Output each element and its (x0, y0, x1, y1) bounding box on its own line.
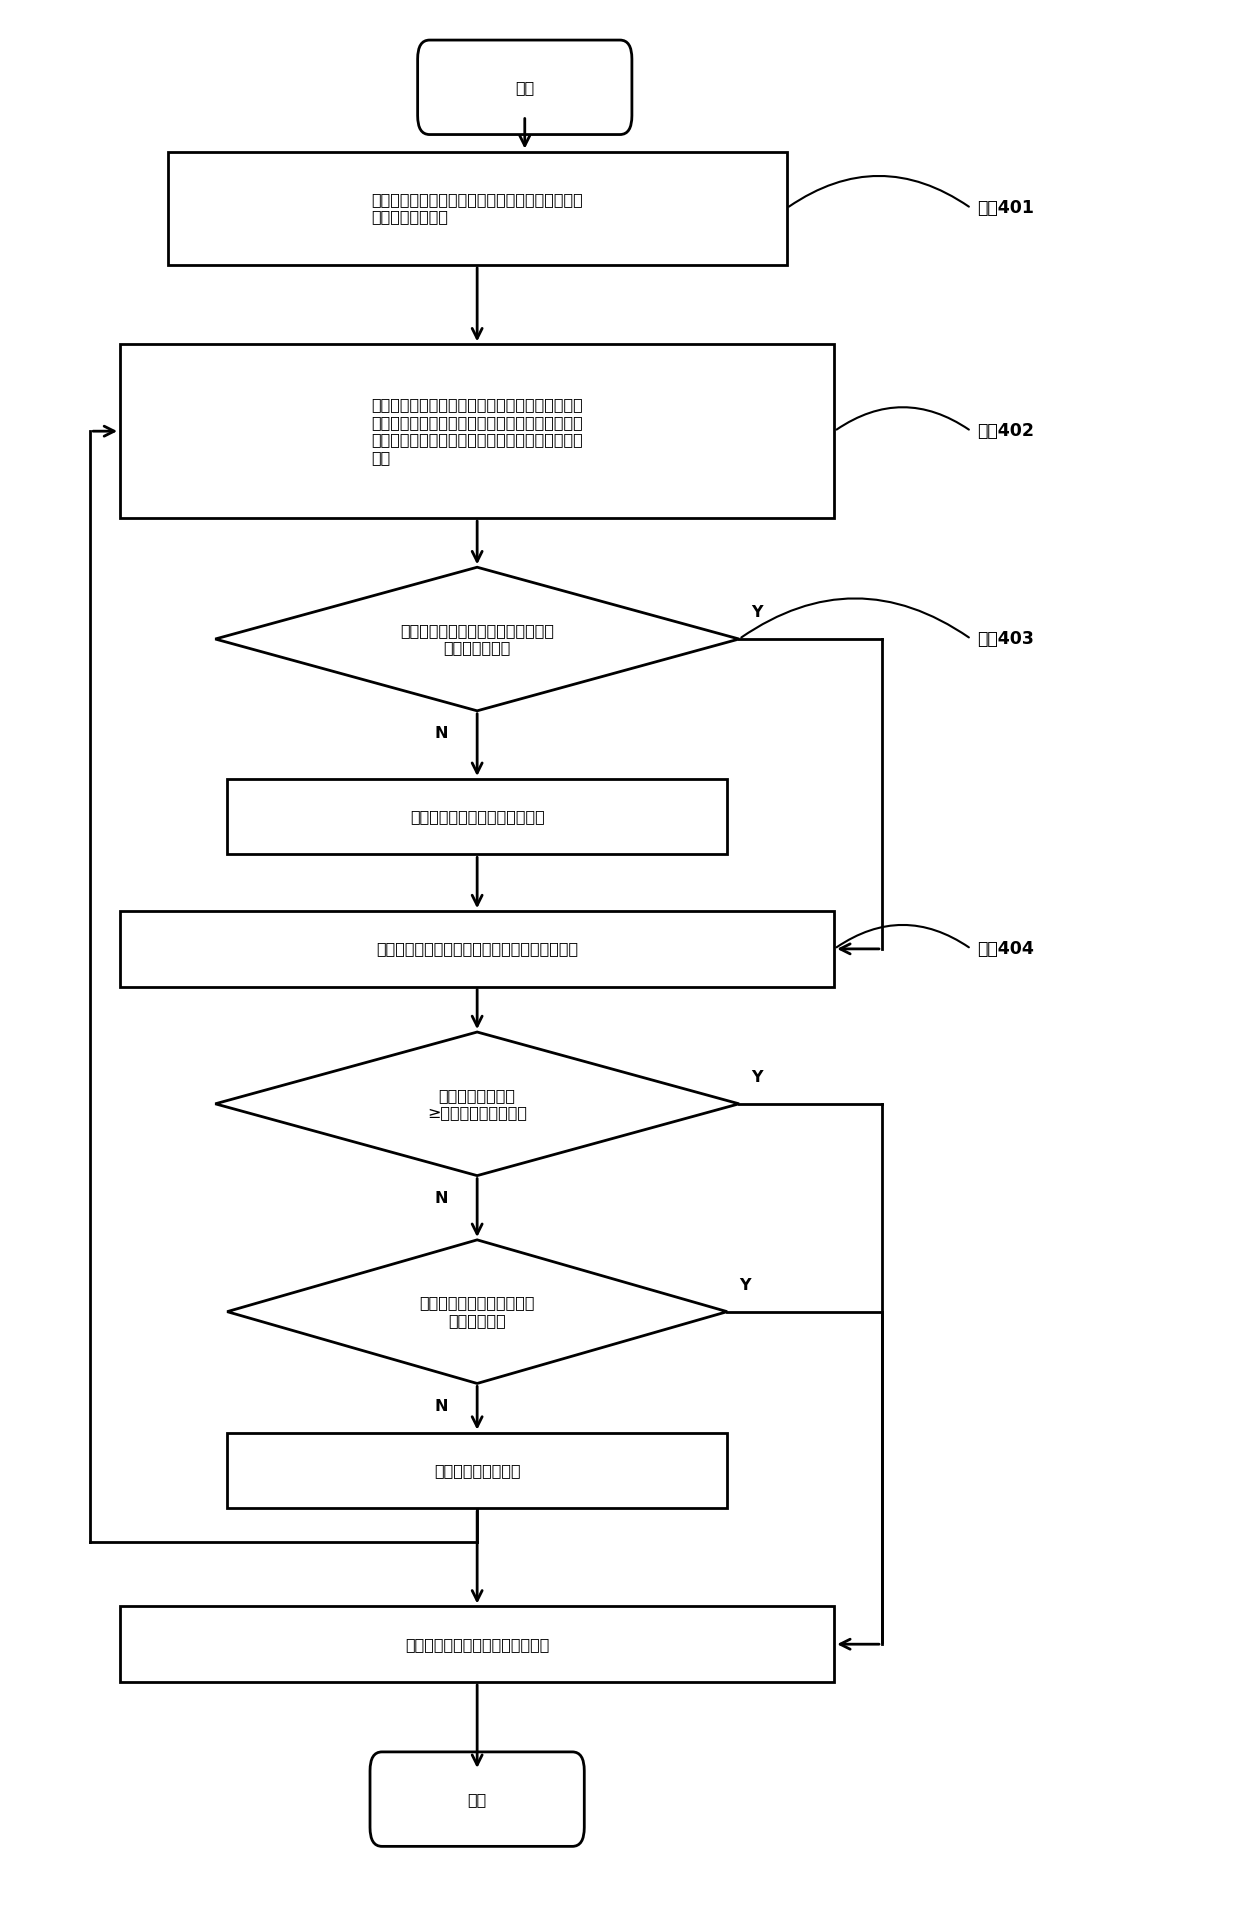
Text: 调用燃煤锅炉的单元模型，由于副产煤气系统的相
关变量已在蒸汽系统之前完成初始化和平衡处理，
不能更改，为加大锅炉产汽量，只能修改其燃煤消
耗量: 调用燃煤锅炉的单元模型，由于副产煤气系统的相 关变量已在蒸汽系统之前完成初始化和… (371, 397, 583, 465)
Text: 结束: 结束 (467, 1791, 487, 1807)
Text: N: N (435, 727, 448, 740)
Text: 选中网络拓扑结构图中所有产生当前蒸汽的燃煤锅
炉构成的设备子集: 选中网络拓扑结构图中所有产生当前蒸汽的燃煤锅 炉构成的设备子集 (371, 193, 583, 224)
Text: N: N (435, 1398, 448, 1413)
Text: 增加燃煤消耗量之后是否满足锅炉的
工艺约束条件？: 增加燃煤消耗量之后是否满足锅炉的 工艺约束条件？ (401, 623, 554, 656)
Text: 已遍历燃煤锅炉设备子集中
的所有锅炉？: 已遍历燃煤锅炉设备子集中 的所有锅炉？ (419, 1296, 534, 1328)
Text: 开始: 开始 (515, 79, 534, 94)
Polygon shape (216, 567, 739, 711)
Text: 计算调整燃煤消耗量之后，锅炉可增加的产汽量: 计算调整燃煤消耗量之后，锅炉可增加的产汽量 (376, 941, 578, 956)
Text: 步骤403: 步骤403 (977, 630, 1034, 648)
Text: 累计增加的产汽量
≥当前蒸汽的短缺量？: 累计增加的产汽量 ≥当前蒸汽的短缺量？ (427, 1087, 527, 1120)
Text: 步骤401: 步骤401 (977, 199, 1034, 218)
Text: Y: Y (739, 1278, 750, 1294)
Bar (120, 912, 835, 987)
Bar (227, 779, 727, 854)
Bar (120, 345, 835, 519)
Text: 调整并输出修正后的燃煤消耗量: 调整并输出修正后的燃煤消耗量 (409, 810, 544, 823)
Text: N: N (435, 1192, 448, 1205)
Text: 再次计算并更新当前蒸汽的富余量: 再次计算并更新当前蒸汽的富余量 (405, 1637, 549, 1652)
Polygon shape (227, 1240, 727, 1384)
Text: Y: Y (751, 605, 763, 621)
Text: 转至下一个燃煤锅炉: 转至下一个燃煤锅炉 (434, 1463, 521, 1479)
Text: 步骤402: 步骤402 (977, 422, 1034, 440)
FancyBboxPatch shape (418, 40, 632, 135)
Text: Y: Y (751, 1070, 763, 1085)
Bar (227, 1433, 727, 1508)
Bar (167, 152, 786, 264)
Text: 步骤404: 步骤404 (977, 939, 1034, 958)
FancyBboxPatch shape (370, 1753, 584, 1847)
Bar (120, 1606, 835, 1681)
Polygon shape (216, 1031, 739, 1176)
